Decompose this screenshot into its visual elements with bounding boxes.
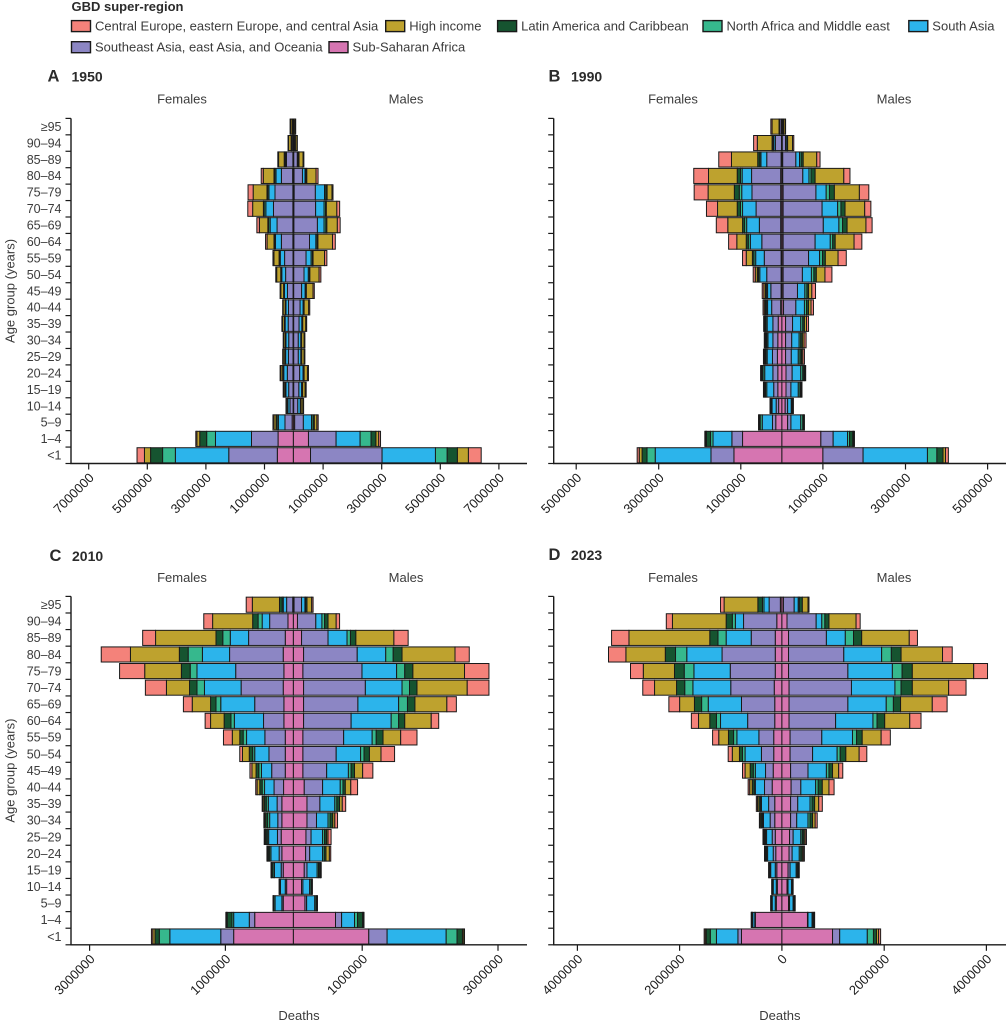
svg-text:25–29: 25–29 bbox=[27, 350, 62, 364]
svg-text:Males: Males bbox=[389, 570, 424, 585]
svg-text:1–4: 1–4 bbox=[41, 913, 62, 927]
svg-text:85–89: 85–89 bbox=[27, 153, 62, 167]
svg-text:B: B bbox=[549, 68, 561, 86]
svg-text:90–94: 90–94 bbox=[27, 136, 62, 150]
svg-text:90–94: 90–94 bbox=[27, 615, 62, 629]
svg-text:<1: <1 bbox=[47, 930, 61, 944]
svg-text:10–14: 10–14 bbox=[27, 880, 62, 894]
svg-text:50–54: 50–54 bbox=[27, 268, 62, 282]
svg-text:Females: Females bbox=[648, 570, 698, 585]
svg-text:80–84: 80–84 bbox=[27, 648, 62, 662]
svg-text:5–9: 5–9 bbox=[41, 897, 62, 911]
svg-text:65–69: 65–69 bbox=[27, 698, 62, 712]
svg-text:≥95: ≥95 bbox=[41, 598, 62, 612]
svg-text:Deaths: Deaths bbox=[278, 1008, 320, 1023]
svg-text:Age group (years): Age group (years) bbox=[3, 719, 18, 823]
svg-text:80–84: 80–84 bbox=[27, 169, 62, 183]
svg-text:85–89: 85–89 bbox=[27, 631, 62, 645]
svg-text:1–4: 1–4 bbox=[41, 432, 62, 446]
svg-text:Females: Females bbox=[157, 92, 207, 107]
svg-text:D: D bbox=[549, 546, 561, 564]
svg-text:20–24: 20–24 bbox=[27, 847, 62, 861]
svg-text:55–59: 55–59 bbox=[27, 251, 62, 265]
svg-text:North Africa and Middle east: North Africa and Middle east bbox=[727, 19, 891, 34]
svg-text:Females: Females bbox=[648, 92, 698, 107]
svg-text:40–44: 40–44 bbox=[27, 301, 62, 315]
svg-text:Males: Males bbox=[877, 570, 912, 585]
svg-text:Deaths: Deaths bbox=[759, 1008, 801, 1023]
svg-text:1990: 1990 bbox=[571, 69, 602, 85]
svg-text:75–79: 75–79 bbox=[27, 186, 62, 200]
svg-text:Latin America and Caribbean: Latin America and Caribbean bbox=[521, 19, 689, 34]
svg-text:≥95: ≥95 bbox=[41, 120, 62, 134]
svg-text:35–39: 35–39 bbox=[27, 317, 62, 331]
svg-text:2010: 2010 bbox=[72, 548, 103, 564]
svg-text:40–44: 40–44 bbox=[27, 780, 62, 794]
svg-text:55–59: 55–59 bbox=[27, 731, 62, 745]
svg-text:Males: Males bbox=[877, 92, 912, 107]
svg-text:45–49: 45–49 bbox=[27, 284, 62, 298]
svg-text:2023: 2023 bbox=[571, 547, 602, 563]
svg-text:30–34: 30–34 bbox=[27, 334, 62, 348]
svg-text:70–74: 70–74 bbox=[27, 202, 62, 216]
svg-text:60–64: 60–64 bbox=[27, 714, 62, 728]
svg-text:Sub-Saharan Africa: Sub-Saharan Africa bbox=[353, 40, 467, 55]
svg-text:30–34: 30–34 bbox=[27, 814, 62, 828]
svg-text:75–79: 75–79 bbox=[27, 664, 62, 678]
svg-text:South Asia: South Asia bbox=[932, 19, 995, 34]
svg-text:45–49: 45–49 bbox=[27, 764, 62, 778]
svg-text:20–24: 20–24 bbox=[27, 366, 62, 380]
svg-text:<1: <1 bbox=[47, 449, 61, 463]
svg-text:5–9: 5–9 bbox=[41, 416, 62, 430]
svg-text:Central Europe, eastern Europe: Central Europe, eastern Europe, and cent… bbox=[95, 19, 379, 34]
svg-text:50–54: 50–54 bbox=[27, 747, 62, 761]
svg-text:A: A bbox=[48, 68, 60, 86]
svg-text:25–29: 25–29 bbox=[27, 830, 62, 844]
svg-text:C: C bbox=[50, 547, 62, 565]
svg-text:Males: Males bbox=[389, 92, 424, 107]
svg-text:65–69: 65–69 bbox=[27, 219, 62, 233]
svg-text:15–19: 15–19 bbox=[27, 383, 62, 397]
svg-text:Southeast Asia, east Asia, and: Southeast Asia, east Asia, and Oceania bbox=[95, 40, 323, 55]
svg-text:High income: High income bbox=[409, 19, 481, 34]
svg-text:Females: Females bbox=[157, 570, 207, 585]
svg-text:1950: 1950 bbox=[72, 69, 103, 85]
svg-text:GBD super-region: GBD super-region bbox=[72, 0, 184, 14]
svg-text:70–74: 70–74 bbox=[27, 681, 62, 695]
svg-text:60–64: 60–64 bbox=[27, 235, 62, 249]
svg-text:15–19: 15–19 bbox=[27, 863, 62, 877]
svg-text:35–39: 35–39 bbox=[27, 797, 62, 811]
svg-text:Age group (years): Age group (years) bbox=[3, 239, 18, 343]
svg-text:10–14: 10–14 bbox=[27, 399, 62, 413]
